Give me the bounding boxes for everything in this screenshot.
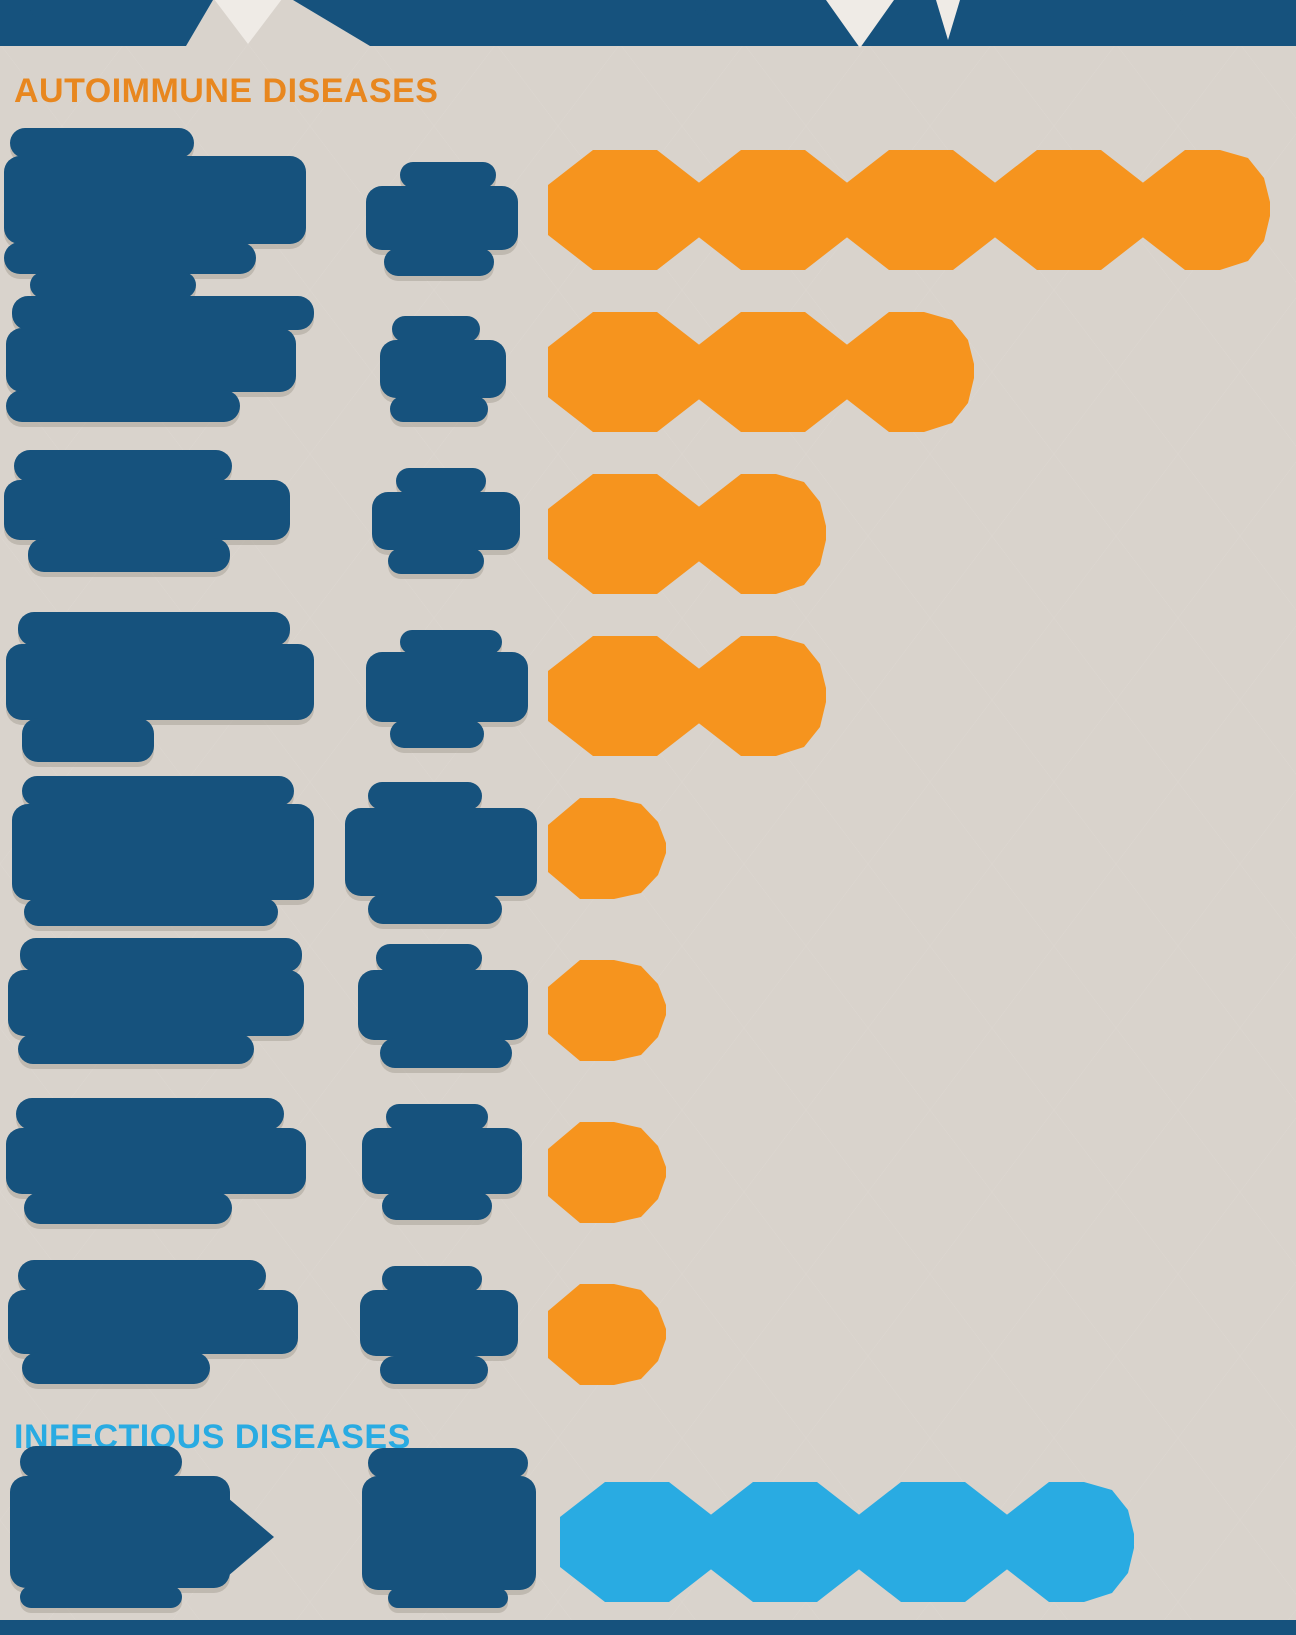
section-title-autoimmune: AUTOIMMUNE DISEASES [14,72,439,110]
bottom-bar [0,1620,1296,1635]
section-title-infectious: INFECTIOUS DISEASES [14,1418,411,1456]
header-text-blob [1045,0,1130,17]
header-text-blob [30,0,200,17]
header-text-blob [320,0,700,17]
header-text-blob [1180,0,1290,17]
